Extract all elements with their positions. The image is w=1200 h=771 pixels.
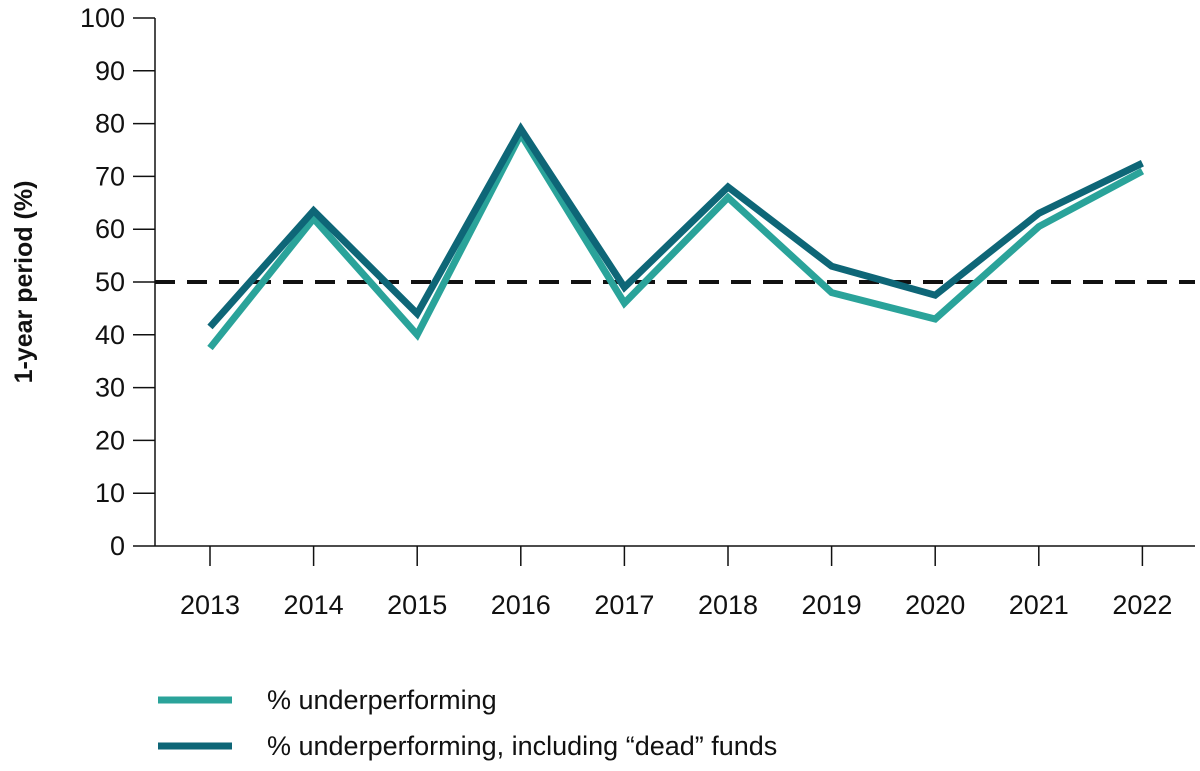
series-layer — [207, 122, 1145, 351]
x-axis-ticks: 2013 2014 2015 2016 2017 2018 2019 2020 2021 2022 — [180, 546, 1172, 620]
x-tick-label: 2013 — [180, 590, 240, 620]
y-tick-label: 70 — [95, 161, 125, 191]
series-line-2 — [207, 122, 1144, 330]
y-axis-ticks: 0 10 20 30 40 50 60 70 80 90 100 — [80, 3, 155, 561]
x-tick-label: 2016 — [491, 590, 551, 620]
x-tick-label: 2018 — [698, 590, 758, 620]
x-tick-label: 2017 — [594, 590, 654, 620]
series-line-1 — [207, 127, 1145, 351]
y-tick-label: 40 — [95, 320, 125, 350]
legend: % underperforming % underperforming, incl… — [158, 685, 777, 761]
legend-label-1: % underperforming — [267, 685, 497, 715]
x-tick-label: 2019 — [802, 590, 862, 620]
x-tick-label: 2015 — [387, 590, 447, 620]
y-tick-label: 20 — [95, 425, 125, 455]
x-tick-label: 2014 — [284, 590, 344, 620]
y-tick-label: 10 — [95, 478, 125, 508]
y-tick-label: 80 — [95, 109, 125, 139]
y-tick-label: 100 — [80, 3, 125, 33]
y-axis-title-group: 1-year period (%) — [10, 181, 38, 384]
legend-label-2: % underperforming, including “dead” fund… — [267, 731, 777, 761]
x-tick-label: 2021 — [1009, 590, 1069, 620]
y-tick-label: 0 — [110, 531, 125, 561]
x-tick-label: 2022 — [1112, 590, 1172, 620]
y-tick-label: 90 — [95, 56, 125, 86]
y-tick-label: 50 — [95, 267, 125, 297]
y-axis-title: 1-year period (%) — [10, 181, 38, 384]
x-tick-label: 2020 — [905, 590, 965, 620]
y-tick-label: 30 — [95, 373, 125, 403]
y-tick-label: 60 — [95, 214, 125, 244]
